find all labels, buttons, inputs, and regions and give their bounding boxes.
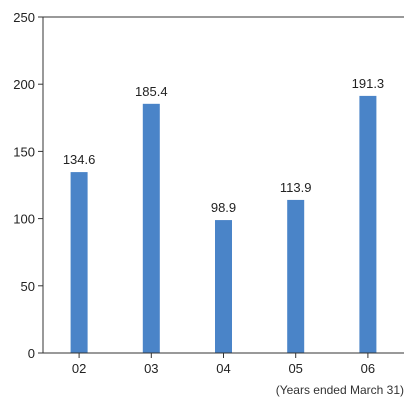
y-tick-label: 50 [21,279,35,294]
x-tick-label-03: 03 [144,361,158,376]
bar-06 [359,95,377,354]
bar-03 [142,103,160,353]
value-label-03: 185.4 [135,84,168,99]
x-axis: 02 03 04 05 06 [72,353,375,376]
value-label-04: 98.9 [211,200,236,215]
bar-04 [215,220,232,353]
value-labels: 134.6 185.4 98.9 113.9 191.3 [63,76,384,215]
bars [70,95,377,354]
period-note: (Years ended March 31) [276,383,404,397]
y-tick-label: 150 [13,144,35,159]
y-tick-label: 0 [28,346,35,361]
value-label-06: 191.3 [352,76,385,91]
y-tick-label: 250 [13,10,35,25]
y-axis: 0 50 100 150 200 250 [13,10,43,361]
value-label-02: 134.6 [63,152,96,167]
bar-02 [70,172,88,353]
x-tick-label-04: 04 [216,361,230,376]
x-tick-label-06: 06 [361,361,375,376]
value-label-05: 113.9 [280,180,312,195]
y-tick-label: 100 [13,212,35,227]
bar-05 [287,199,305,353]
y-tick-label: 200 [13,77,35,92]
x-tick-label-02: 02 [72,361,86,376]
x-tick-label-05: 05 [288,361,302,376]
